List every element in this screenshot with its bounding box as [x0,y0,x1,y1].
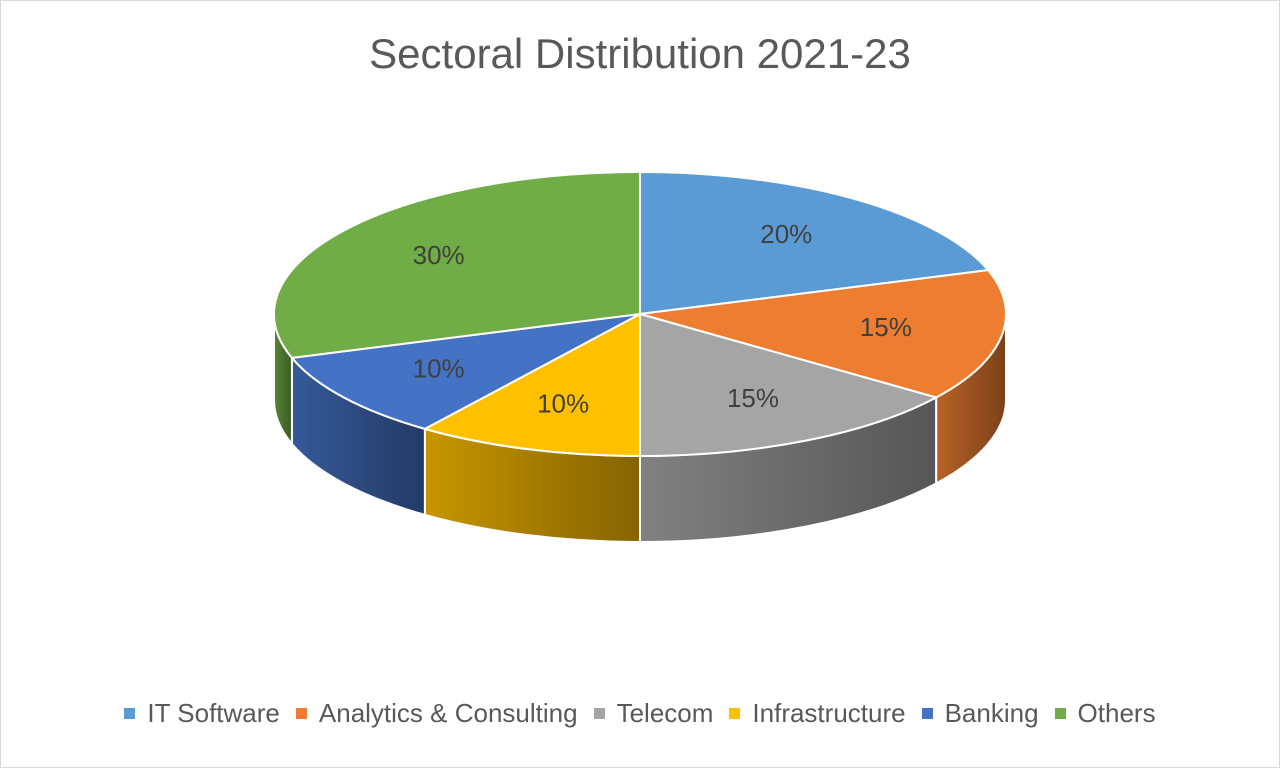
legend-label: Infrastructure [752,698,906,728]
legend-swatch [593,708,605,719]
legend-label: Analytics & Consulting [318,698,578,728]
legend-item-it-software[interactable]: IT Software [124,698,280,729]
legend-swatch [729,708,741,719]
legend-item-others[interactable]: Others [1054,698,1156,729]
legend-swatch [1054,708,1066,719]
chart-legend: IT Software Analytics & Consulting Telecom… [0,698,1280,729]
pie-slice-it-software[interactable] [639,171,990,315]
data-label-it-software: 20% [760,219,812,249]
pie-slice-banking[interactable] [290,313,641,430]
pie-depth-layer [273,313,1007,544]
legend-item-banking[interactable]: Banking [921,698,1039,729]
chart-title: Sectoral Distribution 2021-23 [369,30,911,77]
pie-top-layer [273,171,1007,457]
legend-label: Others [1077,698,1156,728]
data-label-telecom: 15% [727,383,779,413]
data-label-analytics-consulting: 15% [860,312,912,342]
pie-labels-layer: 20% 15% 15% 10% 10% 30% [413,219,912,419]
data-label-others: 30% [413,240,465,270]
pie-slice-infrastructure[interactable] [423,313,641,457]
pie-slice-analytics-consulting[interactable] [639,269,1007,399]
legend-item-telecom[interactable]: Telecom [593,698,714,729]
legend-swatch [295,708,307,719]
pie-slice-others[interactable] [273,171,641,359]
legend-label: IT Software [147,698,280,728]
legend-swatch [124,708,136,719]
legend-swatch [921,708,933,719]
legend-item-analytics-consulting[interactable]: Analytics & Consulting [295,698,578,729]
data-label-infrastructure: 10% [537,389,589,419]
data-label-banking: 10% [413,354,465,384]
legend-label: Banking [944,698,1039,728]
legend-label: Telecom [616,698,714,728]
pie-chart: 20% 15% 15% 10% 10% 30% [273,171,1007,544]
legend-item-infrastructure[interactable]: Infrastructure [729,698,906,729]
pie-slice-telecom[interactable] [639,313,938,457]
